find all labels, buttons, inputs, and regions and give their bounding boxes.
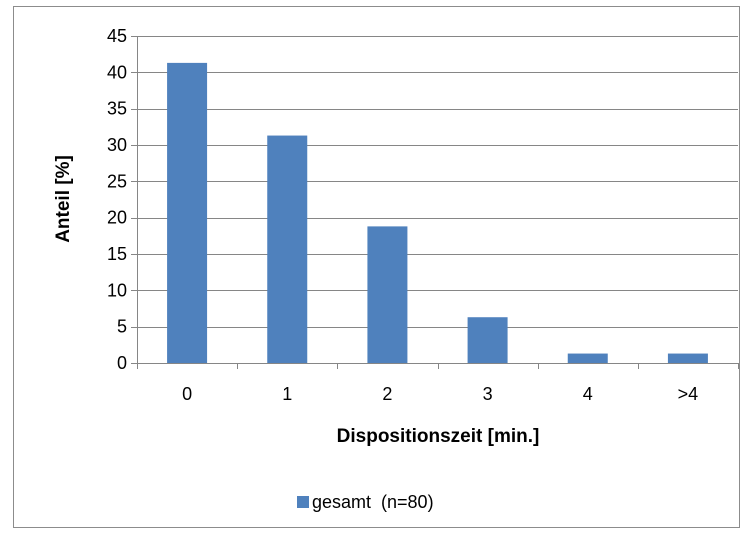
y-axis-title: Anteil [%] (53, 155, 74, 243)
bars (167, 62, 708, 364)
y-tick-label: 40 (107, 62, 127, 82)
y-tick-label: 0 (117, 353, 127, 373)
x-tick-label: 1 (282, 384, 292, 404)
bar-3 (467, 317, 508, 363)
y-tick-label: 25 (107, 171, 127, 191)
x-tick-label: 0 (182, 384, 192, 404)
y-tick-label: 15 (107, 244, 127, 264)
x-tick-label: >4 (678, 384, 699, 404)
legend-label: gesamt (n=80) (312, 492, 434, 512)
y-tick-label: 35 (107, 99, 127, 119)
bar-4 (567, 353, 608, 363)
x-tick-labels: 0 1 2 3 4 >4 (182, 384, 698, 404)
y-tick-label: 45 (107, 26, 127, 46)
y-tick-label: 10 (107, 280, 127, 300)
bar-0 (167, 62, 208, 364)
axes (131, 36, 739, 369)
gridlines (137, 36, 738, 328)
bar-2 (367, 226, 408, 363)
y-tick-label: 30 (107, 135, 127, 155)
x-tick-label: 3 (483, 384, 493, 404)
x-tick-label: 2 (382, 384, 392, 404)
x-tick-label: 4 (583, 384, 593, 404)
legend: gesamt (n=80) (297, 492, 434, 512)
y-tick-labels: 0 5 10 15 20 25 30 35 40 45 (107, 26, 127, 373)
y-tick-label: 5 (117, 317, 127, 337)
y-tick-label: 20 (107, 208, 127, 228)
bar-1 (267, 135, 308, 363)
legend-swatch (297, 496, 309, 508)
bar-5 (667, 353, 708, 363)
x-axis-title: Dispositionszeit [min.] (337, 426, 540, 447)
